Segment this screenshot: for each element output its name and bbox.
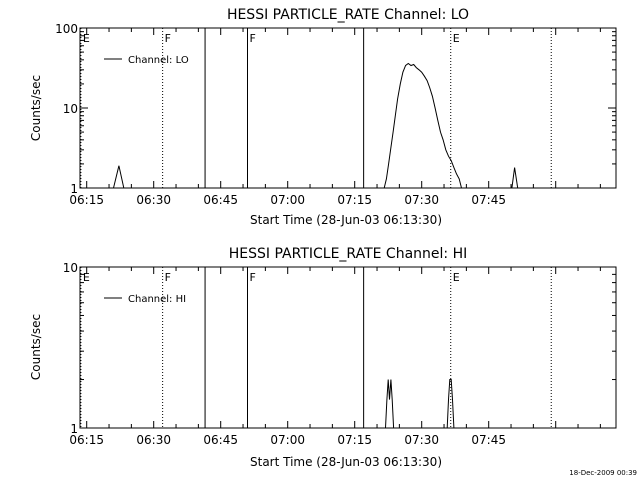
- x-tick-label: 07:00: [270, 433, 305, 447]
- x-tick-label: 06:30: [136, 433, 171, 447]
- event-marker-label: F: [165, 32, 171, 45]
- chart-title-lo: HESSI PARTICLE_RATE Channel: LO: [227, 7, 469, 23]
- y-axis-label-lo: Counts/sec: [29, 75, 43, 141]
- x-tick-label: 06:45: [203, 193, 238, 207]
- series-line: [385, 379, 455, 429]
- panel-lo: HESSI PARTICLE_RATE Channel: LO Counts/s…: [29, 7, 617, 227]
- panel-lo-layer: 06:15 06:30 06:45 07:00 07:15 07:30 07:45 1 10 10…: [55, 22, 617, 207]
- plot-frame: [79, 266, 617, 429]
- x-tick-label: 07:30: [404, 193, 439, 207]
- x-tick-label: 07:45: [471, 193, 506, 207]
- series-line: [113, 62, 519, 189]
- date-stamp: 18-Dec-2009 00:39: [569, 469, 637, 477]
- y-tick-label: 10: [63, 261, 78, 275]
- event-marker-label: F: [165, 271, 171, 284]
- legend-hi: Channel: HI: [104, 294, 186, 305]
- event-marker-label: E: [453, 32, 460, 45]
- panel-hi: HESSI PARTICLE_RATE Channel: HI Counts/s…: [29, 246, 617, 469]
- event-marker-label: E: [83, 32, 90, 45]
- legend-lo: Channel: LO: [104, 55, 189, 66]
- y-tick-label: 100: [55, 22, 78, 36]
- event-marker-label: F: [250, 32, 256, 45]
- x-tick-label: 07:15: [337, 193, 372, 207]
- x-axis-label-lo: Start Time (28-Jun-03 06:13:30): [250, 213, 442, 227]
- x-tick-label: 07:15: [337, 433, 372, 447]
- x-tick-label: 06:45: [203, 433, 238, 447]
- x-tick-label: 07:30: [404, 433, 439, 447]
- y-axis-label-hi: Counts/sec: [29, 314, 43, 380]
- event-marker-label: E: [453, 271, 460, 284]
- y-tick-label: 1: [70, 422, 78, 436]
- x-tick-label: 06:30: [136, 193, 171, 207]
- panel-hi-layer: 06:15 06:30 06:45 07:00 07:15 07:30 07:45 1 10 E F…: [63, 261, 617, 447]
- legend-label-hi: Channel: HI: [128, 294, 186, 305]
- x-tick-label: 07:00: [270, 193, 305, 207]
- x-tick-label: 06:15: [69, 193, 104, 207]
- x-axis-label-hi: Start Time (28-Jun-03 06:13:30): [250, 455, 442, 469]
- y-tick-label: 10: [63, 102, 78, 116]
- x-tick-label: 06:15: [69, 433, 104, 447]
- x-tick-label: 07:45: [471, 433, 506, 447]
- y-tick-label: 1: [70, 182, 78, 196]
- event-marker-label: E: [83, 271, 90, 284]
- event-marker-label: F: [250, 271, 256, 284]
- chart-title-hi: HESSI PARTICLE_RATE Channel: HI: [229, 246, 467, 262]
- legend-label-lo: Channel: LO: [128, 55, 189, 66]
